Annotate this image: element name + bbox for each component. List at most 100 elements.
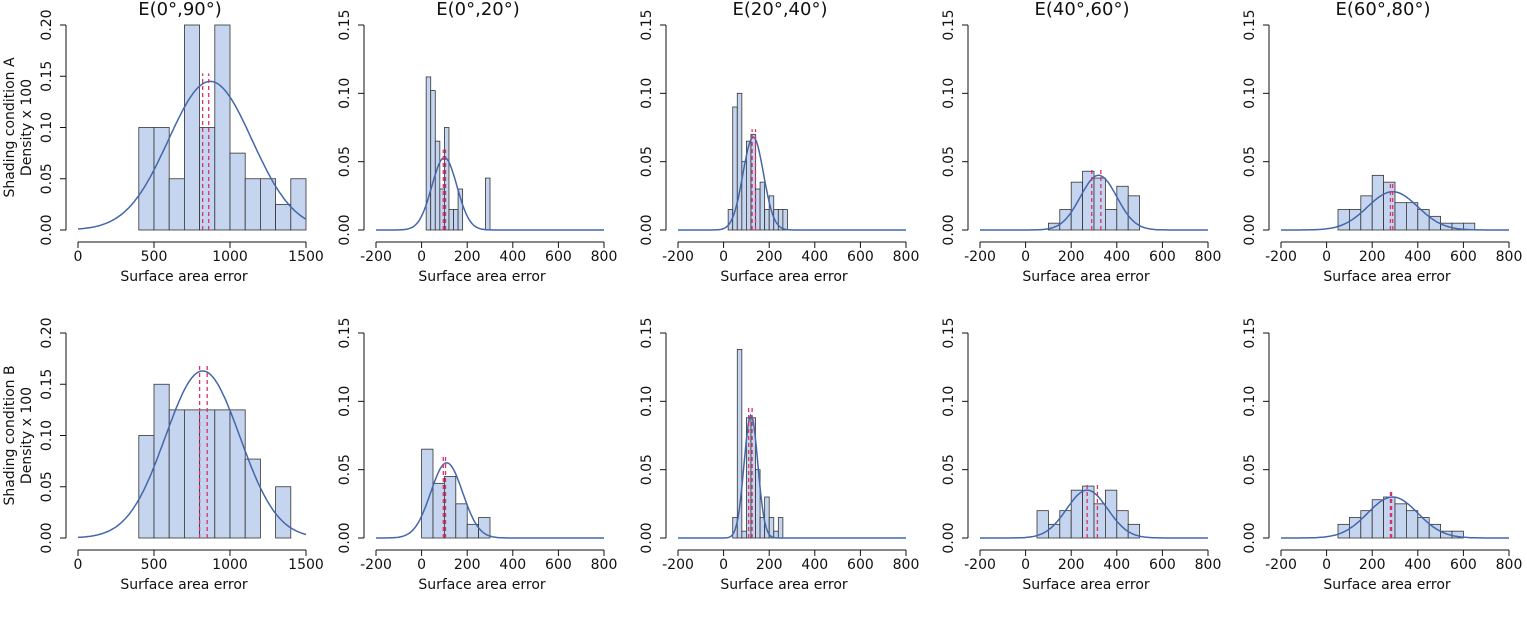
x-tick-label: -200 <box>1265 557 1297 573</box>
x-tick-label: 400 <box>1103 249 1130 265</box>
y-tick-label: 0.15 <box>941 317 957 348</box>
bar <box>768 517 775 539</box>
x-tick-label: -200 <box>360 249 392 265</box>
y-tick-label: 0.10 <box>941 386 957 417</box>
panel-title: E(0°,90°) <box>138 0 222 20</box>
x-tick-label: 400 <box>1103 557 1130 573</box>
y-tick-label: 0.00 <box>39 522 55 553</box>
x-tick-label: 0 <box>719 249 728 265</box>
x-tick-label: 400 <box>801 557 828 573</box>
x-tick-label: 600 <box>545 249 572 265</box>
x-tick-label: 200 <box>454 249 481 265</box>
x-tick-label: 200 <box>454 557 481 573</box>
x-tick-label: 800 <box>1195 249 1222 265</box>
bar <box>750 133 756 231</box>
y-tick-label: 0.05 <box>39 163 55 194</box>
x-tick-label: 0 <box>1322 249 1331 265</box>
y-tick-label: 0.05 <box>941 454 957 485</box>
x-tick-label: 400 <box>499 557 526 573</box>
y-tick-label: 0.15 <box>1242 9 1258 40</box>
bar <box>275 486 292 539</box>
panel-title: E(40°,60°) <box>1035 0 1130 20</box>
y-tick-label: 0.20 <box>39 9 55 40</box>
x-tick-label: 0 <box>1322 557 1331 573</box>
bar <box>439 188 445 231</box>
x-tick-label: 600 <box>1149 249 1176 265</box>
bar <box>434 140 441 231</box>
y-tick-label: 0.15 <box>941 9 957 40</box>
bar <box>1059 510 1072 539</box>
y-tick-label: 0.15 <box>639 9 655 40</box>
y-tick-label: 0.05 <box>1242 454 1258 485</box>
y-axis-label: Shading condition B <box>2 365 18 505</box>
y-tick-label: 0.10 <box>39 112 55 143</box>
x-axis-label: Surface area error <box>418 577 546 593</box>
density-curve <box>980 489 1208 539</box>
x-tick-label: 200 <box>756 557 783 573</box>
bar <box>1406 510 1419 539</box>
x-tick-label: 800 <box>1496 249 1523 265</box>
x-tick-label: 800 <box>591 249 618 265</box>
y-tick-label: 0.00 <box>941 522 957 553</box>
y-tick-label: 0.05 <box>337 146 353 177</box>
x-tick-label: 1500 <box>288 557 324 573</box>
x-tick-label: 200 <box>1359 249 1386 265</box>
x-tick-label: 500 <box>141 249 168 265</box>
bar <box>1371 499 1384 539</box>
y-tick-label: 0.00 <box>639 214 655 245</box>
x-tick-label: 800 <box>1496 557 1523 573</box>
bar <box>1337 209 1350 231</box>
x-axis-label: Surface area error <box>1323 269 1451 285</box>
x-tick-label: -200 <box>964 249 996 265</box>
panel-title: E(0°,20°) <box>436 0 520 20</box>
bar <box>1093 503 1106 539</box>
density-curve <box>980 174 1208 231</box>
x-tick-label: 600 <box>847 557 874 573</box>
x-tick-label: 200 <box>1058 249 1085 265</box>
bar <box>457 188 464 231</box>
bar <box>138 127 155 231</box>
bar <box>755 188 761 231</box>
bar <box>764 209 770 231</box>
y-tick-label: 0.00 <box>1242 522 1258 553</box>
bar <box>448 209 454 231</box>
bar <box>214 24 231 231</box>
x-tick-label: 0 <box>417 249 426 265</box>
x-tick-label: 600 <box>1149 557 1176 573</box>
x-tick-label: 600 <box>1450 557 1477 573</box>
y-tick-label: 0.05 <box>337 454 353 485</box>
x-axis-label: Surface area error <box>1022 577 1150 593</box>
density-curve <box>1281 496 1509 539</box>
y-tick-label: 0.05 <box>39 471 55 502</box>
y-tick-label: 0.15 <box>1242 317 1258 348</box>
y-tick-label: 0.10 <box>39 420 55 451</box>
y-tick-label: 0.00 <box>639 522 655 553</box>
bar <box>168 409 185 539</box>
y-axis-label: Density x 100 <box>19 387 35 484</box>
bar <box>443 127 450 231</box>
y-axis-label: Density x 100 <box>19 79 35 176</box>
y-tick-label: 0.05 <box>639 146 655 177</box>
x-tick-label: 200 <box>1359 557 1386 573</box>
y-tick-label: 0.10 <box>337 78 353 109</box>
x-tick-label: 200 <box>756 249 783 265</box>
y-tick-label: 0.10 <box>639 386 655 417</box>
bar <box>183 24 200 231</box>
x-tick-label: 0 <box>74 557 83 573</box>
x-axis-label: Surface area error <box>1323 577 1451 593</box>
x-axis-label: Surface area error <box>418 269 546 285</box>
x-tick-label: 800 <box>893 557 920 573</box>
y-tick-label: 0.15 <box>639 317 655 348</box>
y-tick-label: 0.00 <box>1242 214 1258 245</box>
x-tick-label: 1000 <box>212 249 248 265</box>
y-tick-label: 0.15 <box>39 61 55 92</box>
bar <box>425 76 432 231</box>
x-tick-label: 400 <box>499 249 526 265</box>
panel-title: E(60°,80°) <box>1336 0 1431 20</box>
y-tick-label: 0.15 <box>39 369 55 400</box>
x-axis-label: Surface area error <box>120 269 248 285</box>
y-tick-label: 0.10 <box>1242 78 1258 109</box>
bar <box>168 178 185 231</box>
y-tick-label: 0.05 <box>1242 146 1258 177</box>
